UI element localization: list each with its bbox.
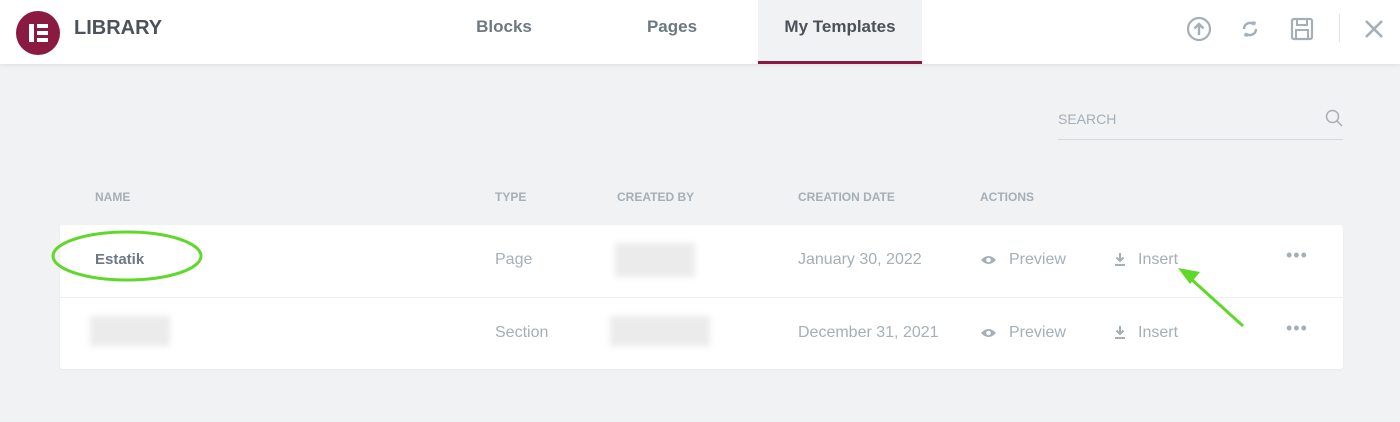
- template-name-redacted[interactable]: [90, 316, 170, 346]
- download-icon: [1115, 326, 1125, 339]
- save-icon[interactable]: [1289, 16, 1315, 42]
- column-name: Name: [95, 190, 131, 204]
- insert-button[interactable]: Insert: [1114, 251, 1178, 269]
- library-title: LIBRARY: [74, 17, 163, 39]
- tab-blocks[interactable]: Blocks: [476, 17, 532, 36]
- download-icon: [1115, 253, 1125, 266]
- search-icon: [1325, 109, 1343, 127]
- tab-pages[interactable]: Pages: [646, 17, 698, 36]
- search-field[interactable]: [1058, 104, 1343, 140]
- template-type: Page: [495, 251, 533, 268]
- column-created-by: Created By: [617, 190, 695, 204]
- templates-table: Estatik Page January 30, 2022 Preview In…: [60, 225, 1343, 369]
- header-divider: [1339, 14, 1340, 42]
- preview-label: Preview: [1009, 324, 1066, 341]
- table-row: Section December 31, 2021 Preview Insert…: [60, 297, 1343, 369]
- more-options-icon[interactable]: •••: [1286, 318, 1308, 338]
- search-input[interactable]: [1058, 104, 1308, 134]
- elementor-logo: [16, 11, 60, 55]
- preview-button[interactable]: Preview: [980, 324, 1066, 342]
- insert-label: Insert: [1138, 324, 1179, 341]
- sync-icon[interactable]: [1237, 16, 1263, 42]
- more-options-icon[interactable]: •••: [1286, 245, 1308, 265]
- table-row: Estatik Page January 30, 2022 Preview In…: [60, 225, 1343, 297]
- preview-button[interactable]: Preview: [980, 251, 1066, 269]
- template-name[interactable]: Estatik: [95, 251, 145, 268]
- tab-my-templates[interactable]: My Templates: [758, 0, 922, 64]
- column-creation-date: Creation Date: [798, 190, 895, 204]
- insert-label: Insert: [1138, 251, 1179, 268]
- insert-button[interactable]: Insert: [1114, 324, 1178, 342]
- column-actions: Actions: [980, 190, 1034, 204]
- upload-icon[interactable]: [1186, 16, 1212, 42]
- eye-icon: [981, 256, 996, 264]
- created-by-redacted: [615, 243, 695, 277]
- created-by-redacted: [610, 316, 710, 346]
- template-type: Section: [495, 324, 549, 341]
- library-header: LIBRARY Blocks Pages My Templates: [0, 0, 1400, 64]
- column-type: Type: [495, 190, 527, 204]
- creation-date: January 30, 2022: [798, 251, 922, 268]
- preview-label: Preview: [1009, 251, 1066, 268]
- creation-date: December 31, 2021: [798, 324, 939, 341]
- eye-icon: [981, 329, 996, 337]
- close-icon[interactable]: [1361, 16, 1387, 42]
